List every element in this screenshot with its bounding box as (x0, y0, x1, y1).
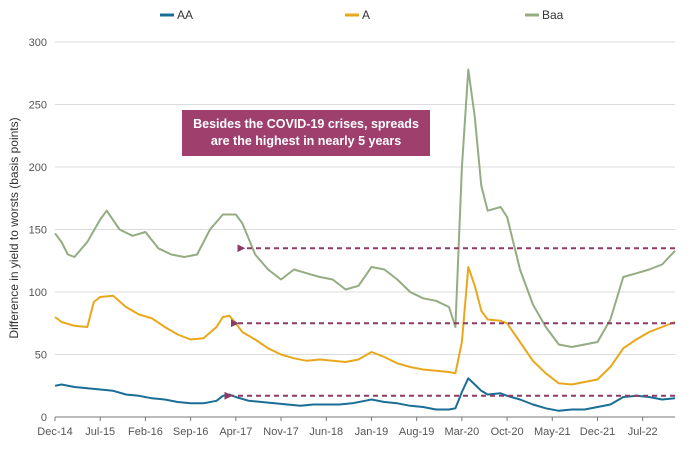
annotation-line-2: are the highest in nearly 5 years (210, 134, 402, 148)
x-tick-label: Jul-15 (85, 426, 115, 438)
x-tick-label: Mar-20 (444, 426, 479, 438)
y-tick-label: 200 (29, 162, 47, 174)
x-tick-label: Nov-17 (263, 426, 298, 438)
x-tick-label: Sep-16 (173, 426, 208, 438)
x-tick-label: Feb-16 (128, 426, 163, 438)
x-tick-label: Jun-18 (309, 426, 343, 438)
y-tick-label: 0 (41, 412, 47, 424)
legend-label-baa: Baa (542, 8, 564, 22)
x-tick-label: May-21 (534, 426, 571, 438)
annotation-line-1: Besides the COVID-19 crises, spreads (193, 117, 419, 131)
series-line-a (54, 266, 676, 386)
legend: AA A Baa (160, 8, 564, 22)
reference-arrows (224, 244, 675, 400)
legend-label-a: A (362, 8, 370, 22)
y-tick-label: 300 (29, 37, 47, 49)
x-tick-label: Jan-19 (355, 426, 389, 438)
y-axis-label: Difference in yield to worsts (basis poi… (7, 117, 21, 338)
series-lines (54, 68, 676, 412)
y-tick-label: 150 (29, 225, 47, 237)
x-tick-label: Dec-14 (37, 426, 72, 438)
x-tick-label: Jul-22 (628, 426, 658, 438)
x-tick-label: Dec-21 (580, 426, 615, 438)
x-tick-label: Aug-19 (399, 426, 434, 438)
series-line-baa (54, 68, 676, 348)
y-tick-label: 100 (29, 287, 47, 299)
annotation-callout: Besides the COVID-19 crises, spreads are… (182, 110, 430, 156)
x-tick-label: Oct-20 (491, 426, 524, 438)
axes: 0 50 100 150 200 250 300 Dec-14 Jul-15 Feb-16 Sep-… (29, 37, 675, 438)
x-tick-label: Apr-17 (219, 426, 252, 438)
legend-label-aa: AA (177, 8, 193, 22)
y-tick-label: 50 (35, 350, 47, 362)
series-line-aa (54, 377, 676, 412)
grid (55, 41, 675, 355)
y-tick-label: 250 (29, 100, 47, 112)
